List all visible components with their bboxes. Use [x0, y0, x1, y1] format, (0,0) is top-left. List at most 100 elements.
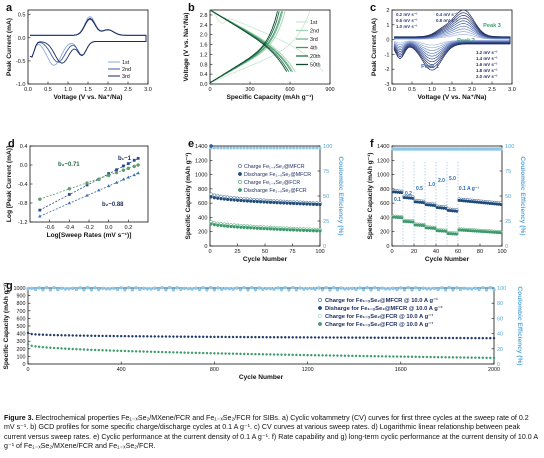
ce-point	[238, 287, 243, 292]
ce-point	[305, 146, 309, 150]
data-point	[116, 349, 119, 352]
y2-tick-label: 50	[505, 194, 511, 200]
y2-tick-label: 50	[323, 194, 329, 200]
data-point	[232, 225, 236, 229]
ce-point	[220, 287, 224, 292]
data-point	[288, 228, 292, 232]
data-point	[399, 336, 403, 340]
data-point	[239, 352, 242, 356]
legend-entry: 0.6 mV s⁻¹	[396, 18, 418, 23]
data-point	[388, 355, 391, 358]
ce-point	[290, 285, 295, 290]
ce-point	[255, 146, 259, 150]
y-tick-label: 0.8	[200, 62, 208, 68]
y-axis-label: Specific Capacity (mAh g⁻¹)	[367, 152, 374, 239]
data-point	[250, 352, 253, 356]
data-point	[410, 336, 414, 340]
x-tick-label: 1600	[395, 367, 407, 373]
data-point	[220, 352, 224, 355]
data-point	[52, 333, 56, 337]
data-point	[288, 201, 292, 205]
data-point	[149, 350, 153, 354]
legend-entry: 1.0 mV s⁻¹	[396, 24, 418, 29]
ce-point	[387, 287, 392, 291]
cv-curve-rate-10	[393, 9, 511, 71]
rate-label: 1.0	[428, 182, 435, 188]
ce-point	[227, 286, 232, 291]
y-tick-label: 600	[198, 201, 207, 207]
data-point	[132, 173, 136, 177]
data-point	[492, 356, 496, 360]
data-point	[224, 335, 227, 339]
ce-point	[123, 288, 127, 292]
y-tick-label: -2	[385, 67, 390, 73]
data-point	[392, 355, 395, 358]
ce-point	[216, 286, 220, 290]
ce-point	[302, 287, 306, 291]
ce-point	[205, 288, 209, 292]
y-tick-label: 2.4	[200, 23, 208, 29]
data-point	[291, 201, 296, 206]
rate-label: 5.0	[449, 176, 456, 182]
y-tick-label: 1000	[14, 286, 26, 292]
x-tick-label: 40	[433, 249, 439, 255]
ce-point	[249, 146, 253, 150]
y-tick-label: 800	[17, 301, 26, 307]
data-point	[67, 187, 72, 191]
data-point	[172, 351, 175, 354]
data-point	[429, 355, 432, 359]
ce-point	[466, 287, 470, 291]
data-point	[269, 353, 272, 356]
data-point	[268, 200, 273, 205]
cv-curve-cycle-3	[29, 17, 147, 64]
y-tick-label: 0.0	[200, 82, 208, 88]
data-point	[67, 334, 71, 337]
data-point	[219, 197, 223, 201]
data-point	[93, 334, 97, 338]
legend-entry: 0.8 mV s⁻¹	[436, 18, 458, 23]
ce-point	[212, 288, 217, 292]
y-tick-label: -1.2	[18, 220, 28, 226]
ce-point	[257, 286, 261, 290]
y-tick-label: 600	[380, 201, 389, 207]
data-point	[219, 223, 223, 228]
y-tick-label: 1.2	[200, 52, 208, 58]
data-point	[97, 334, 101, 338]
data-point	[38, 197, 42, 201]
ce-point	[93, 286, 97, 290]
x-tick-label: 100	[315, 249, 324, 255]
ce-point	[395, 287, 399, 292]
data-point	[205, 335, 209, 339]
figure-caption: Figure 3. Electrochemical properties Fe₁…	[4, 414, 540, 452]
y-axis-label: Log [Peak Current (mA)]	[6, 146, 13, 222]
ce-point	[311, 146, 315, 150]
data-point	[315, 229, 319, 233]
ce-point	[410, 288, 414, 292]
legend-marker	[238, 188, 242, 192]
data-point	[365, 336, 369, 339]
ce-point	[477, 287, 481, 292]
data-point	[249, 226, 253, 230]
data-point	[136, 163, 140, 167]
ce-point	[56, 287, 60, 292]
ce-point	[226, 146, 230, 150]
x-tick-label: 0.0	[24, 87, 32, 93]
data-point	[216, 223, 220, 227]
data-point	[82, 348, 86, 351]
data-point	[306, 336, 309, 339]
data-point	[308, 202, 312, 206]
legend-entry: 2.0 mV s⁻¹	[476, 74, 498, 79]
data-point	[127, 349, 130, 353]
x-tick-label: 1200	[302, 367, 314, 373]
data-point	[175, 351, 179, 354]
data-point	[283, 336, 287, 339]
y-tick-label: -3	[385, 82, 390, 88]
data-point	[86, 348, 89, 351]
y-tick-label: 200	[17, 347, 26, 353]
data-point	[343, 354, 347, 357]
ce-point	[265, 146, 269, 150]
data-point	[249, 199, 253, 203]
y-axis-label: Peak Current (mA)	[371, 18, 378, 76]
ce-point	[295, 146, 299, 150]
data-point	[298, 336, 302, 339]
